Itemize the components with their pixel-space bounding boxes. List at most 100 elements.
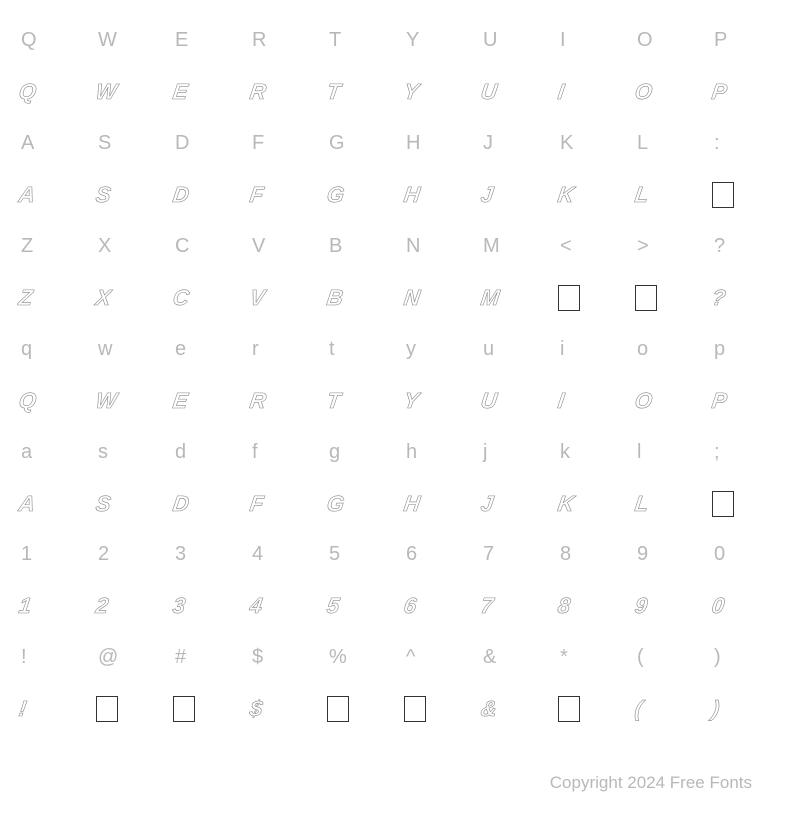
- char-glyph: L: [631, 169, 708, 220]
- missing-glyph-box: [712, 491, 734, 517]
- char-glyph: 4: [246, 581, 323, 632]
- char-glyph: D: [169, 478, 246, 529]
- glyph-outline: U: [479, 388, 498, 414]
- char-label: s: [92, 426, 169, 477]
- char-label: H: [400, 118, 477, 169]
- char-label: 3: [169, 529, 246, 580]
- char-label: k: [554, 426, 631, 477]
- char-glyph: A: [15, 169, 92, 220]
- char-label: T: [323, 15, 400, 66]
- glyph-outline: J: [479, 491, 494, 517]
- char-glyph: O: [631, 375, 708, 426]
- char-label: S: [92, 118, 169, 169]
- char-label: ^: [400, 632, 477, 683]
- glyph-outline: L: [633, 182, 649, 208]
- char-label: (: [631, 632, 708, 683]
- char-label: 8: [554, 529, 631, 580]
- char-label: %: [323, 632, 400, 683]
- char-label: 5: [323, 529, 400, 580]
- char-glyph: H: [400, 478, 477, 529]
- glyph-outline: !: [17, 696, 27, 722]
- char-label: M: [477, 221, 554, 272]
- char-glyph: &: [477, 684, 554, 735]
- char-glyph: ?: [708, 272, 785, 323]
- glyph-outline: C: [171, 285, 190, 311]
- char-glyph: Y: [400, 375, 477, 426]
- char-label: j: [477, 426, 554, 477]
- char-glyph: G: [323, 478, 400, 529]
- glyph-outline: O: [633, 388, 653, 414]
- glyph-outline: J: [479, 182, 494, 208]
- char-label: R: [246, 15, 323, 66]
- char-label: U: [477, 15, 554, 66]
- glyph-outline: F: [248, 182, 264, 208]
- char-label: !: [15, 632, 92, 683]
- char-glyph: M: [477, 272, 554, 323]
- char-label: X: [92, 221, 169, 272]
- glyph-outline: V: [248, 285, 265, 311]
- char-label: B: [323, 221, 400, 272]
- char-label: Y: [400, 15, 477, 66]
- char-glyph: [708, 169, 785, 220]
- char-label: 7: [477, 529, 554, 580]
- char-label: #: [169, 632, 246, 683]
- glyph-outline: R: [248, 388, 267, 414]
- char-label: 6: [400, 529, 477, 580]
- char-glyph: F: [246, 169, 323, 220]
- char-glyph: K: [554, 478, 631, 529]
- copyright-text: Copyright 2024 Free Fonts: [550, 773, 752, 793]
- glyph-outline: 2: [94, 593, 109, 619]
- char-glyph: 8: [554, 581, 631, 632]
- glyph-outline: T: [325, 79, 341, 105]
- glyph-outline: 7: [479, 593, 494, 619]
- char-label: w: [92, 324, 169, 375]
- char-label: <: [554, 221, 631, 272]
- char-label: W: [92, 15, 169, 66]
- char-label: e: [169, 324, 246, 375]
- char-glyph: E: [169, 66, 246, 117]
- char-glyph: S: [92, 478, 169, 529]
- char-glyph: S: [92, 169, 169, 220]
- char-glyph: [554, 684, 631, 735]
- glyph-outline: 4: [248, 593, 263, 619]
- char-glyph: U: [477, 66, 554, 117]
- char-glyph: [708, 478, 785, 529]
- char-label: i: [554, 324, 631, 375]
- char-glyph: A: [15, 478, 92, 529]
- glyph-outline: F: [248, 491, 264, 517]
- char-label: P: [708, 15, 785, 66]
- glyph-outline: ?: [710, 285, 726, 311]
- glyph-outline: G: [325, 182, 345, 208]
- char-glyph: [169, 684, 246, 735]
- char-label: A: [15, 118, 92, 169]
- char-glyph: 9: [631, 581, 708, 632]
- glyph-outline: H: [402, 182, 421, 208]
- char-label: >: [631, 221, 708, 272]
- char-glyph: K: [554, 169, 631, 220]
- char-label: Z: [15, 221, 92, 272]
- glyph-outline: A: [17, 491, 36, 517]
- char-label: G: [323, 118, 400, 169]
- char-label: *: [554, 632, 631, 683]
- glyph-outline: $: [248, 696, 263, 722]
- char-glyph: D: [169, 169, 246, 220]
- glyph-outline: N: [402, 285, 421, 311]
- char-glyph: [631, 272, 708, 323]
- char-glyph: [554, 272, 631, 323]
- char-glyph: X: [92, 272, 169, 323]
- char-glyph: W: [92, 375, 169, 426]
- glyph-outline: R: [248, 79, 267, 105]
- char-glyph: 3: [169, 581, 246, 632]
- glyph-outline: M: [479, 285, 500, 311]
- glyph-outline: I: [556, 388, 565, 414]
- char-label: L: [631, 118, 708, 169]
- char-glyph: T: [323, 375, 400, 426]
- char-glyph: J: [477, 478, 554, 529]
- char-label: y: [400, 324, 477, 375]
- char-glyph: L: [631, 478, 708, 529]
- glyph-outline: K: [556, 491, 575, 517]
- glyph-outline: 6: [402, 593, 417, 619]
- glyph-outline: S: [94, 491, 111, 517]
- char-glyph: 7: [477, 581, 554, 632]
- glyph-outline: (: [633, 696, 643, 722]
